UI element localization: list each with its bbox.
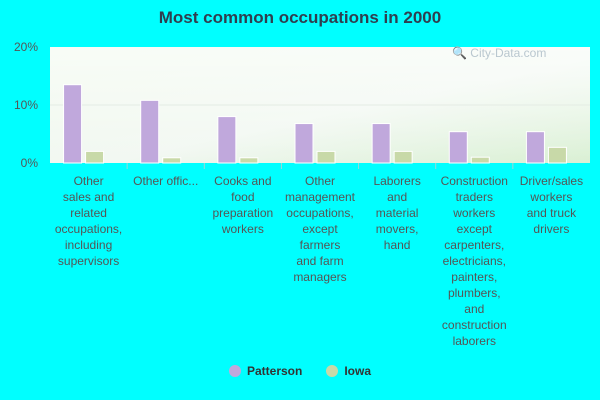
chart-title: Most common occupations in 2000 xyxy=(158,8,442,27)
bar-patterson-2[interactable] xyxy=(217,116,237,164)
watermark-icon: 🔍 xyxy=(452,46,467,60)
bar-patterson-0[interactable] xyxy=(63,84,83,164)
x-category-label: Cooks and food preparation workers xyxy=(212,174,273,236)
legend-label: Iowa xyxy=(344,364,372,378)
legend-item-patterson[interactable]: Patterson xyxy=(228,364,303,378)
y-tick-label: 20% xyxy=(14,40,38,54)
bar-iowa-2[interactable] xyxy=(239,157,259,164)
bar-patterson-4[interactable] xyxy=(371,123,391,164)
bar-patterson-3[interactable] xyxy=(294,123,314,164)
watermark-logo: 🔍 City-Data.com xyxy=(452,46,546,60)
bar-patterson-1[interactable] xyxy=(140,99,160,164)
x-category-label: Other offic... xyxy=(133,174,198,188)
bar-iowa-3[interactable] xyxy=(316,150,336,164)
y-tick-label: 10% xyxy=(14,98,38,112)
watermark-text: City-Data.com xyxy=(470,46,547,60)
bar-iowa-0[interactable] xyxy=(85,150,105,164)
x-category-label: Driver/sales workers and truck drivers xyxy=(520,174,583,236)
legend-swatch xyxy=(228,365,241,377)
legend: Patterson Iowa xyxy=(0,364,600,378)
y-tick-label: 0% xyxy=(21,156,39,170)
legend-label: Patterson xyxy=(246,364,303,378)
bar-iowa-6[interactable] xyxy=(547,146,567,164)
x-category-label: Laborers and material movers, hand xyxy=(373,174,420,252)
x-category-label: Other management occupations, except farmers… xyxy=(285,174,356,284)
legend-swatch xyxy=(326,365,339,377)
bar-chart: 0% 10% 20% Other sales and related occupation… xyxy=(14,40,590,348)
bar-patterson-5[interactable] xyxy=(448,131,468,164)
bar-iowa-1[interactable] xyxy=(162,157,182,164)
x-category-label: Other sales and related occupations, includi… xyxy=(55,174,122,268)
legend-item-iowa[interactable]: Iowa xyxy=(326,364,371,378)
x-category-label: Construction traders workers except carpente… xyxy=(441,174,508,348)
bar-patterson-6[interactable] xyxy=(525,131,545,164)
bar-iowa-4[interactable] xyxy=(393,150,413,164)
bar-iowa-5[interactable] xyxy=(470,156,490,164)
